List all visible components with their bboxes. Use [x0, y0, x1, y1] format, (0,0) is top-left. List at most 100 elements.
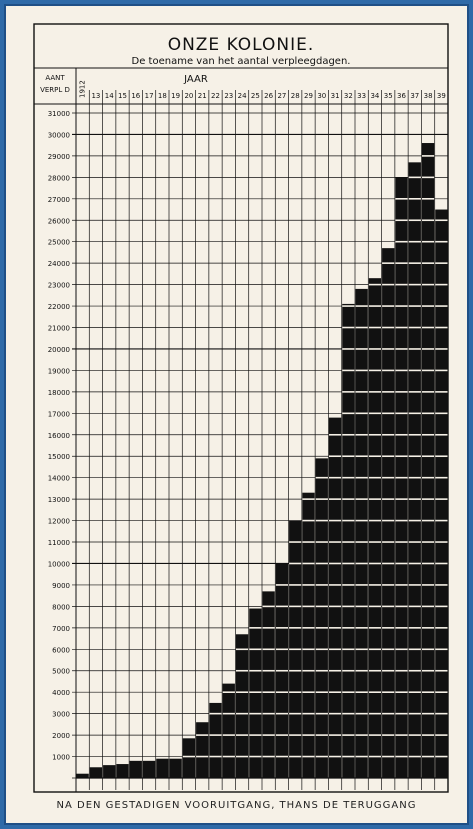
bar-22 [209, 702, 222, 778]
bar-14 [103, 765, 116, 778]
bar-23 [222, 683, 235, 778]
x-tick-label: 28 [291, 92, 300, 100]
x-axis-label: JAAR [183, 74, 208, 85]
bar [262, 591, 275, 778]
y-tick-label: 12000 [48, 518, 70, 526]
x-tick-label: 26 [264, 92, 273, 100]
chart-caption: NA DEN GESTADIGEN VOORUITGANG, THANS DE … [56, 800, 417, 811]
bar-36 [395, 177, 408, 778]
x-tick-label: 25 [251, 92, 260, 100]
y-tick-label: 26000 [48, 217, 70, 225]
y-tick-label: 2000 [52, 732, 70, 740]
y-tick-label: 19000 [48, 367, 70, 375]
bar-34 [368, 278, 382, 778]
x-tick-label: 15 [118, 92, 127, 100]
bar-28 [289, 520, 302, 778]
bar [368, 278, 382, 778]
bar [116, 764, 129, 778]
x-tick-label: 39 [437, 92, 446, 100]
bar-39 [435, 209, 448, 779]
y-tick-label: 16000 [48, 432, 70, 440]
y-tick-label: 9000 [52, 582, 70, 590]
y-tick-label: 22000 [48, 303, 70, 311]
bar [76, 773, 89, 778]
bar-19 [169, 758, 182, 778]
bar-27 [275, 563, 289, 778]
x-tick-label: 33 [357, 92, 366, 100]
bar [89, 767, 103, 778]
bar [435, 209, 448, 779]
x-tick-label: 16 [131, 92, 140, 100]
y-tick-label: 17000 [48, 410, 70, 418]
bar [328, 417, 342, 778]
y-tick-label: 30000 [48, 131, 70, 139]
x-tick-label: 24 [238, 92, 247, 100]
x-tick-label: 18 [158, 92, 167, 100]
bar [169, 758, 182, 778]
x-tick-label: 37 [410, 92, 419, 100]
y-tick-label: 15000 [48, 453, 70, 461]
bar [408, 162, 421, 778]
bar [342, 303, 355, 778]
bar-37 [408, 162, 421, 778]
y-tick-label: 20000 [48, 346, 70, 354]
y-tick-label: 11000 [48, 539, 70, 547]
bar-35 [382, 248, 395, 779]
bar-15 [116, 764, 129, 778]
x-tick-label: 35 [384, 92, 393, 100]
x-tick-label: 20 [184, 92, 193, 100]
bar [209, 702, 222, 778]
x-tick-label: 21 [198, 92, 207, 100]
bar-33 [355, 288, 368, 778]
x-tick-label: 29 [304, 92, 313, 100]
y-tick-label: 10000 [48, 560, 70, 568]
bar-38 [421, 143, 435, 779]
x-tick-label: 38 [424, 92, 433, 100]
bar [421, 143, 435, 779]
y-tick-label: 1000 [52, 754, 70, 762]
x-tick-label: 34 [370, 92, 379, 100]
bar-29 [302, 492, 315, 778]
bar [222, 683, 235, 778]
x-tick-label: 19 [171, 92, 180, 100]
bar [355, 288, 368, 778]
y-tick-label: 3000 [52, 711, 70, 719]
bar [103, 765, 116, 778]
y-axis-label-line2: VERPL D [40, 86, 70, 94]
bar [249, 608, 262, 778]
x-tick-label: 23 [224, 92, 233, 100]
y-tick-label: 5000 [52, 668, 70, 676]
y-tick-label: 31000 [48, 110, 70, 118]
y-tick-label: 25000 [48, 239, 70, 247]
bar-30 [315, 458, 328, 778]
x-tick-label: 17 [145, 92, 154, 100]
chart-title: ONZE KOLONIE. [168, 35, 315, 55]
y-tick-label: 23000 [48, 282, 70, 290]
y-tick-label: 4000 [52, 689, 70, 697]
y-tick-label: 6000 [52, 646, 70, 654]
bar-20 [182, 738, 196, 778]
bar [129, 760, 142, 778]
x-tick-label: 13 [91, 92, 100, 100]
bar-21 [196, 722, 209, 778]
bar-1912 [76, 773, 89, 778]
y-tick-label: 24000 [48, 260, 70, 268]
bar-16 [129, 760, 142, 778]
bar [182, 738, 196, 778]
bar [382, 248, 395, 779]
bar-25 [249, 608, 262, 778]
x-tick-label: 1912 [79, 80, 87, 98]
bar [315, 458, 328, 778]
bar-24 [235, 634, 249, 778]
y-tick-label: 8000 [52, 603, 70, 611]
x-tick-label: 36 [397, 92, 406, 100]
bar [142, 760, 156, 778]
y-tick-label: 18000 [48, 389, 70, 397]
bar-18 [156, 758, 169, 778]
bar-17 [142, 760, 156, 778]
y-tick-label: 7000 [52, 625, 70, 633]
bar-26 [262, 591, 275, 778]
x-tick-label: 31 [331, 92, 340, 100]
y-tick-label: 13000 [48, 496, 70, 504]
